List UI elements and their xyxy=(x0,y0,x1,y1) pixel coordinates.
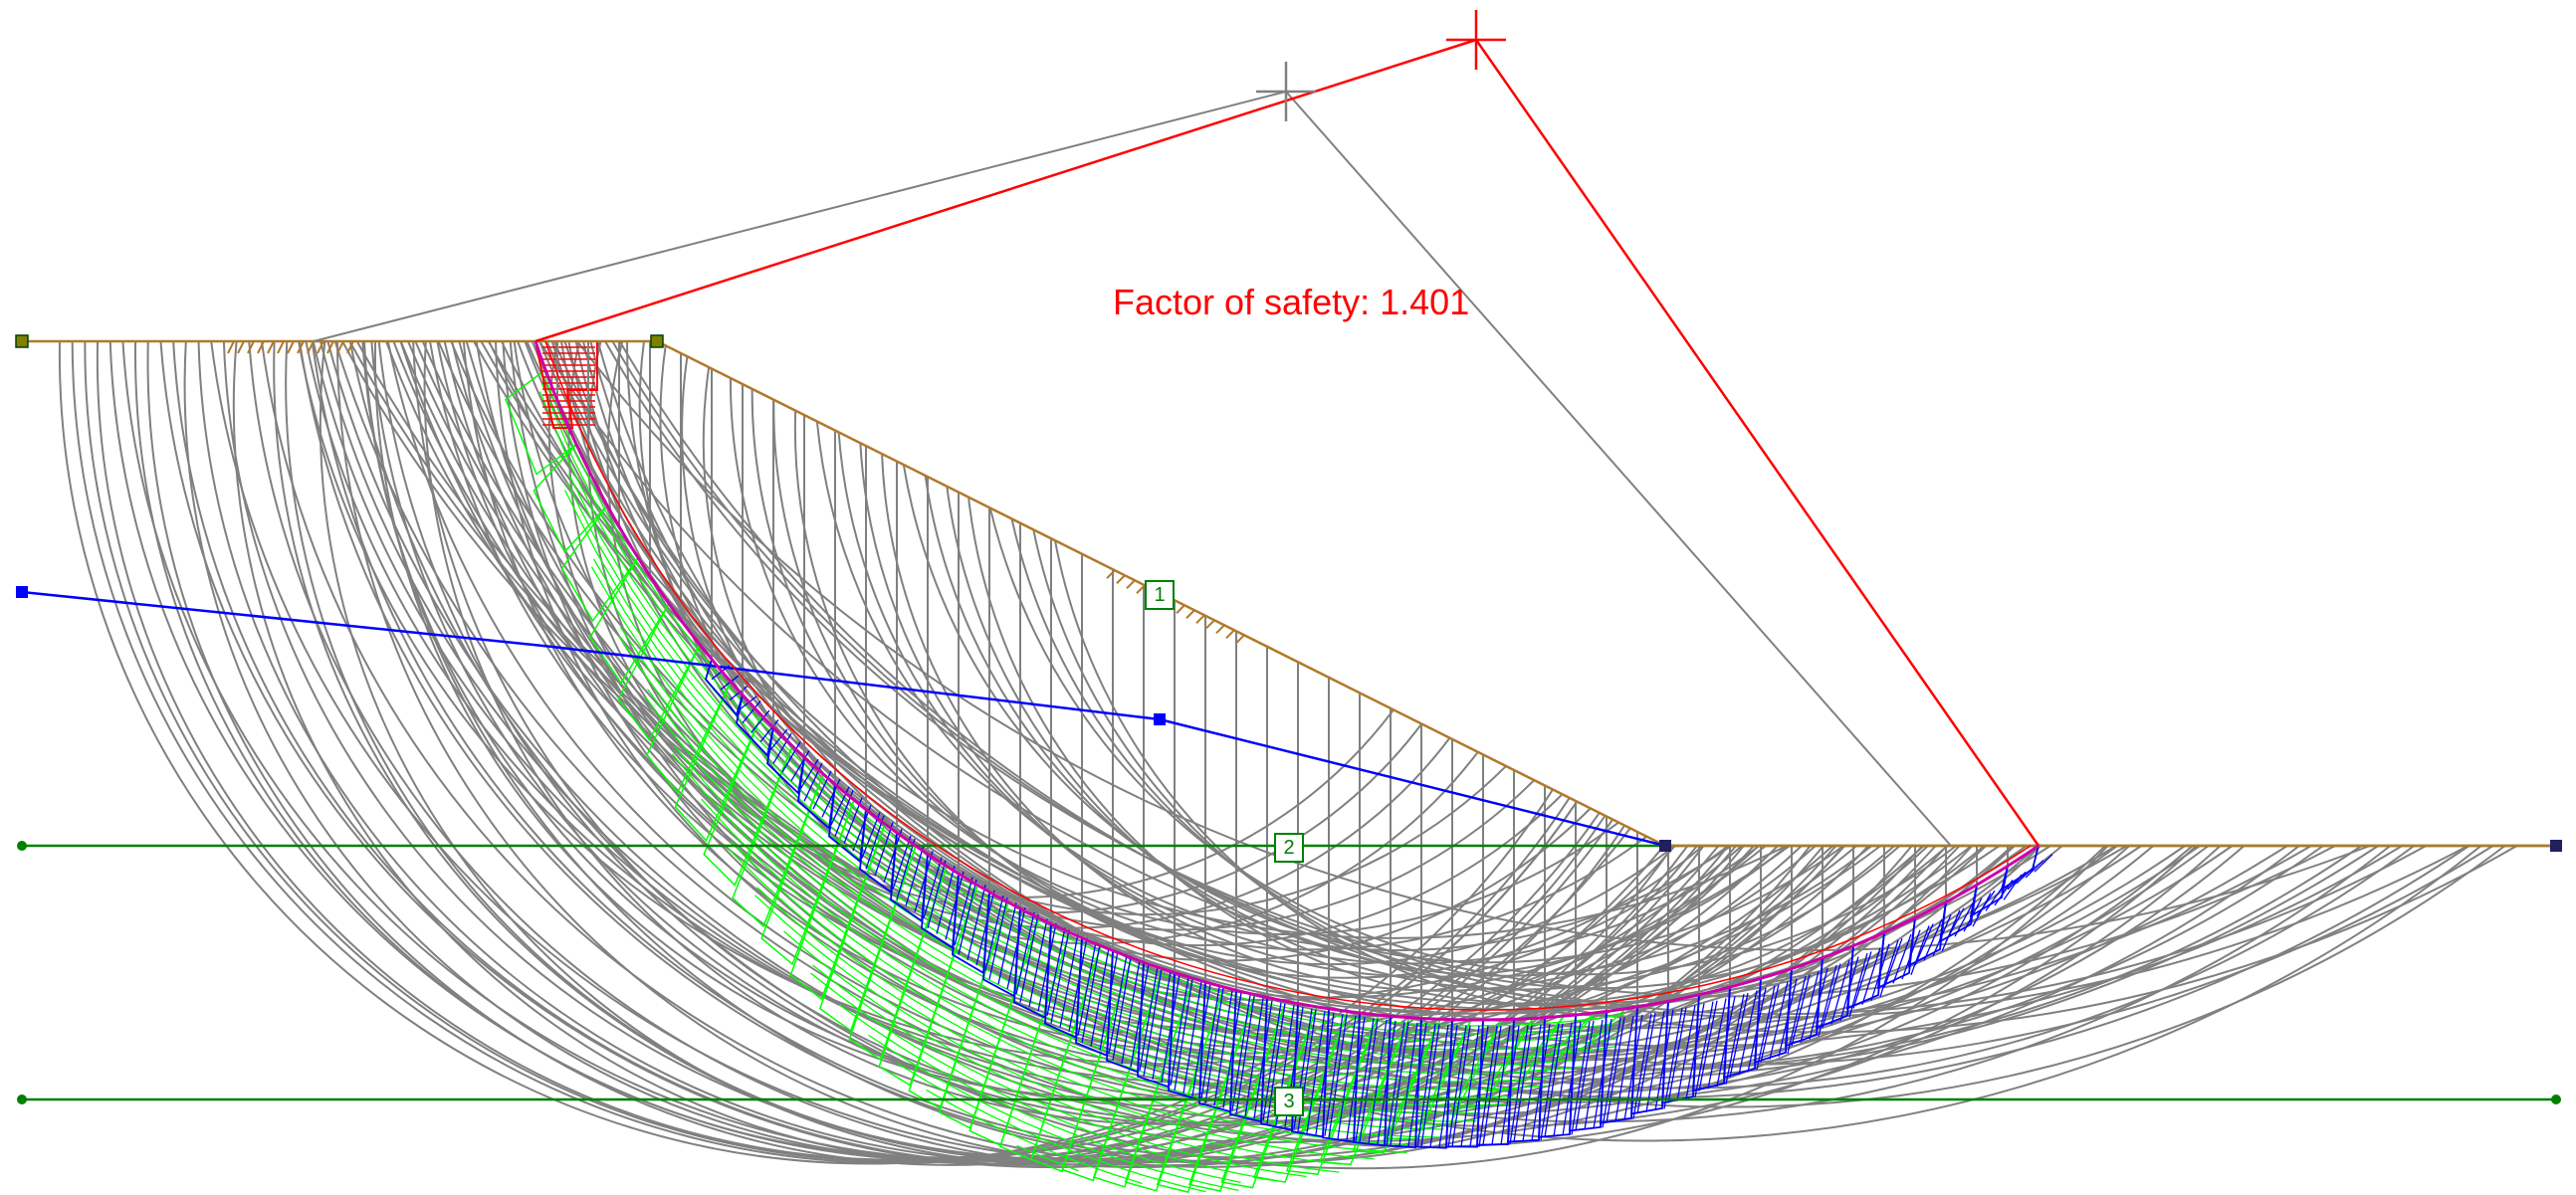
square-node-icon[interactable] xyxy=(1154,713,1166,725)
water-table-line xyxy=(21,590,1666,848)
centers xyxy=(1256,10,1506,121)
critical-slip-surface xyxy=(534,340,2039,1022)
square-node-icon[interactable] xyxy=(16,586,28,598)
region-tag-1[interactable]: 1 xyxy=(1145,580,1175,610)
layer-node-icon[interactable] xyxy=(17,841,27,851)
slices xyxy=(556,341,2009,1020)
critical-slip-surface-outline xyxy=(544,340,2032,1011)
factor-of-safety-label: Factor of safety: xyxy=(1113,282,1371,322)
square-node-icon[interactable] xyxy=(15,334,29,348)
layer-node-icon[interactable] xyxy=(17,1095,27,1104)
layer-node-icon[interactable] xyxy=(2551,1095,2561,1104)
critical-radius-left xyxy=(535,38,1477,343)
red-cross-icon xyxy=(1446,10,1506,70)
region-tag-2[interactable]: 2 xyxy=(1274,833,1304,863)
water-table xyxy=(21,590,1666,848)
critical-radius-right xyxy=(1474,39,2040,847)
vertices xyxy=(15,334,2562,1104)
factor-of-safety-value: 1.401 xyxy=(1380,282,1470,322)
square-node-icon[interactable] xyxy=(2550,840,2562,852)
pore-pressure-hatch xyxy=(704,657,2053,1149)
trial-radius-right xyxy=(1285,91,1952,847)
ground-tick-marks xyxy=(227,340,1245,644)
square-node-icon[interactable] xyxy=(1659,840,1671,852)
square-node-icon[interactable] xyxy=(650,334,664,348)
critical-geometry xyxy=(313,38,2040,1022)
trial-radius-left xyxy=(313,91,1287,342)
factor-of-safety-text: Factor of safety: 1.401 xyxy=(1113,282,1469,323)
gray-cross-icon xyxy=(1256,62,1316,121)
region-tag-3[interactable]: 3 xyxy=(1274,1087,1304,1116)
